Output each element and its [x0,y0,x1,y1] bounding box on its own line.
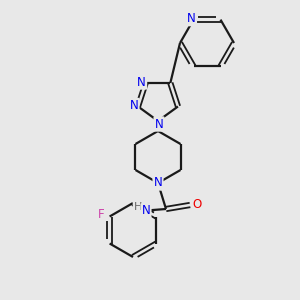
Text: O: O [192,197,202,211]
Text: N: N [130,99,138,112]
Text: N: N [154,176,162,190]
Text: N: N [154,118,164,130]
Text: N: N [137,76,146,88]
Text: N: N [187,12,196,25]
Text: F: F [98,208,105,221]
Text: N: N [142,205,150,218]
Text: H: H [134,202,142,212]
